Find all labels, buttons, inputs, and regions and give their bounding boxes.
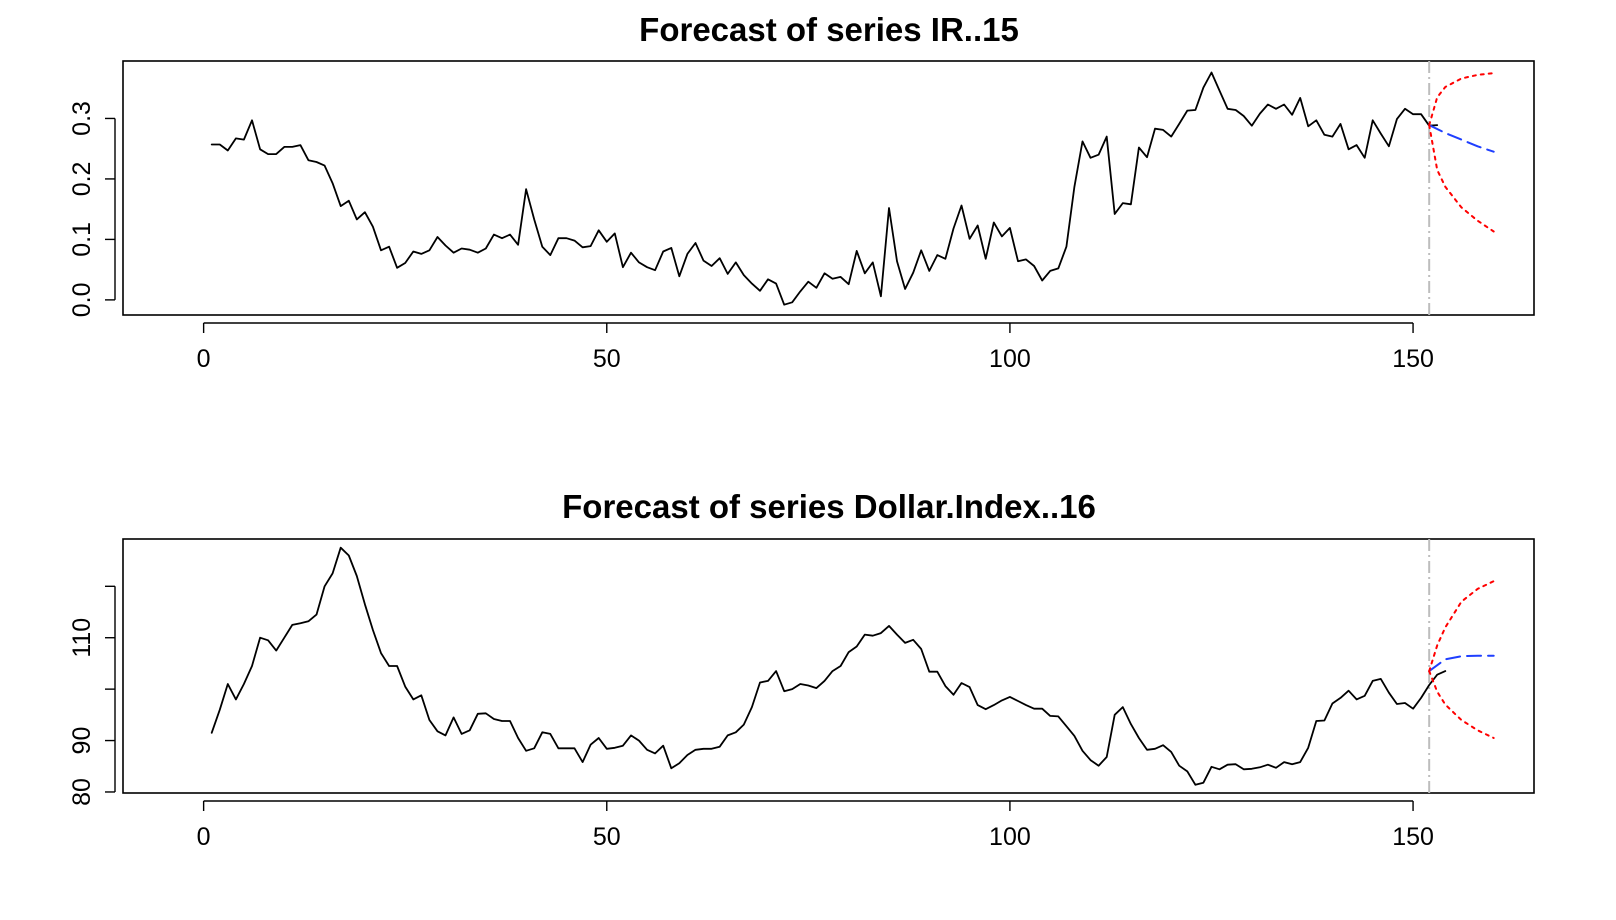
forecast-series-line [1428, 654, 1495, 673]
upper-bound-series-line [1428, 580, 1495, 673]
dollar-index-forecast-panel: Forecast of series Dollar.Index..16 0 50 1… [68, 488, 1535, 851]
upper-bound-series-line [1428, 72, 1495, 127]
plot-marks [210, 61, 1495, 315]
plot-frame [122, 538, 1535, 794]
axes: 0 50 100 150 80 90 110 [68, 585, 1434, 851]
chart-title: Forecast of series Dollar.Index..16 [562, 488, 1096, 525]
ir-forecast-panel: Forecast of series IR..15 0 50 100 150 0.0 0.… [68, 11, 1535, 373]
observed-series-line [210, 71, 1439, 306]
x-tick-label: 150 [1392, 823, 1434, 851]
y-tick-label: 80 [68, 778, 96, 806]
y-tick-label: 0.0 [68, 282, 96, 317]
lower-bound-series-line [1428, 124, 1495, 233]
lower-bound-series-line [1428, 670, 1495, 739]
y-tick-label: 110 [68, 618, 96, 658]
y-tick-label: 90 [68, 727, 96, 755]
y-tick-label: 0.2 [68, 162, 96, 197]
x-tick-label: 100 [989, 345, 1031, 373]
x-tick-label: 100 [989, 823, 1031, 851]
plot-marks [210, 539, 1495, 793]
chart-title: Forecast of series IR..15 [639, 11, 1019, 48]
axes: 0 50 100 150 0.0 0.1 0.2 0.3 [68, 101, 1434, 373]
x-tick-label: 50 [593, 823, 621, 851]
x-tick-label: 0 [197, 823, 211, 851]
x-tick-label: 50 [593, 345, 621, 373]
plot-frame [122, 60, 1535, 316]
forecast-series-line [1428, 124, 1495, 153]
y-tick-label: 0.1 [68, 222, 96, 257]
y-tick-label: 0.3 [68, 101, 96, 136]
x-tick-label: 150 [1392, 345, 1434, 373]
observed-series-line [210, 546, 1447, 786]
x-tick-label: 0 [197, 345, 211, 373]
